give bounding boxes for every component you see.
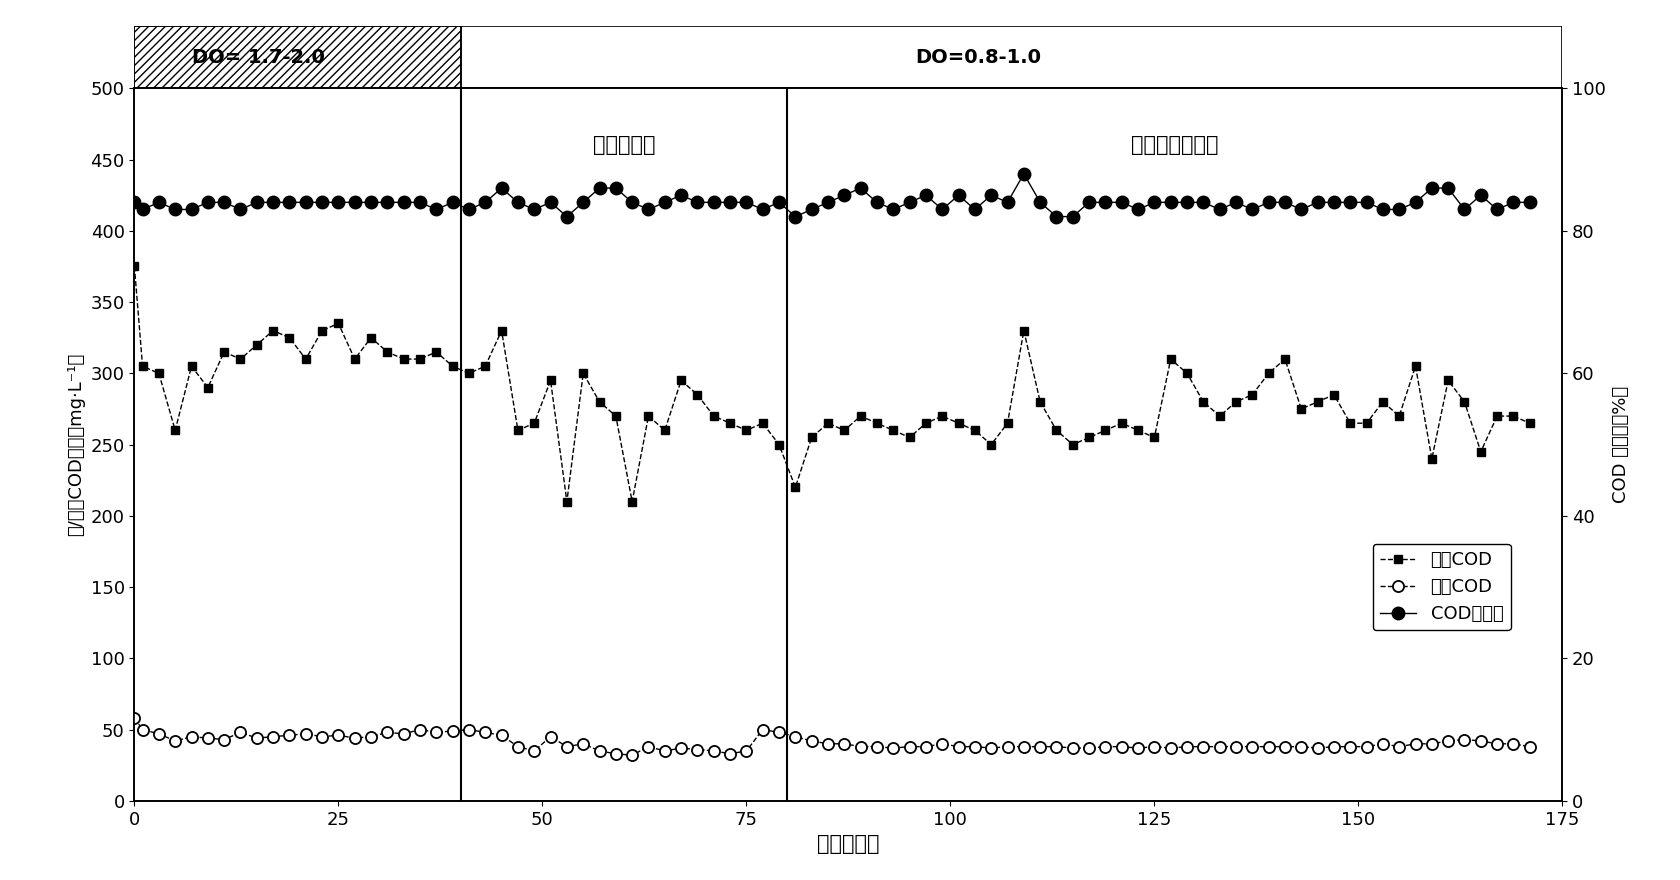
进水COD [1275,354,1295,364]
进水COD [1520,418,1541,429]
FancyBboxPatch shape [134,26,460,88]
Text: DO= 1.7-2.0: DO= 1.7-2.0 [192,48,324,67]
进水COD [556,496,576,507]
COD去除率 [344,197,365,208]
出水COD [524,745,544,756]
出水COD [835,738,855,749]
Line: 进水COD: 进水COD [131,262,1534,506]
出水COD [124,713,144,723]
进水COD [344,354,365,364]
出水COD [721,749,741,759]
X-axis label: 时间（天）: 时间（天） [816,834,880,854]
Line: COD去除率: COD去除率 [128,167,1536,223]
进水COD [721,418,741,429]
Text: 微膨胀实现: 微膨胀实现 [593,136,655,156]
出水COD [1520,741,1541,752]
Legend: 进水COD, 出水COD, COD去除率: 进水COD, 出水COD, COD去除率 [1373,544,1510,630]
COD去除率 [721,197,741,208]
Y-axis label: COD 去除率（%）: COD 去除率（%） [1611,386,1630,503]
FancyBboxPatch shape [460,26,1562,88]
Y-axis label: 进/出水COD浓度（mg·L⁻¹）: 进/出水COD浓度（mg·L⁻¹） [67,353,86,536]
COD去除率 [556,211,576,222]
进水COD [427,347,447,357]
进水COD [524,418,544,429]
进水COD [835,425,855,436]
出水COD [344,733,365,744]
COD去除率 [524,204,544,215]
COD去除率 [835,190,855,201]
Line: 出水COD: 出水COD [129,713,1536,760]
COD去除率 [1013,169,1033,180]
出水COD [427,727,447,737]
COD去除率 [124,197,144,208]
COD去除率 [1520,197,1541,208]
COD去除率 [427,204,447,215]
出水COD [622,750,642,760]
COD去除率 [1292,204,1312,215]
进水COD [124,261,144,272]
出水COD [1275,741,1295,752]
Text: 微膨胀稳定维持: 微膨胀稳定维持 [1131,136,1218,156]
Text: DO=0.8-1.0: DO=0.8-1.0 [916,48,1042,67]
